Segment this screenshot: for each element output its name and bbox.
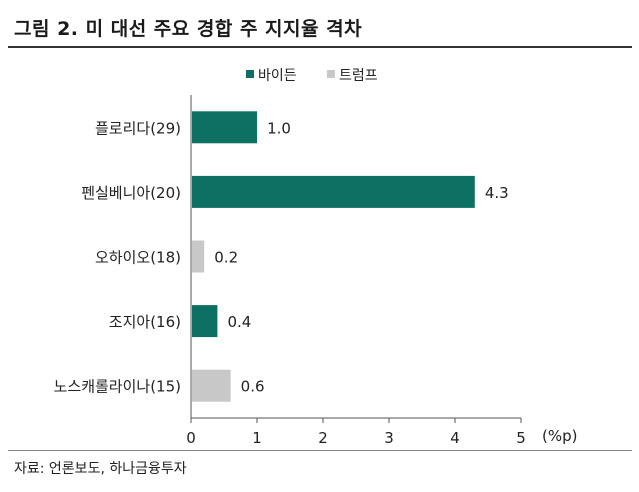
legend-label-biden: 바이든 — [258, 68, 297, 84]
bar — [192, 240, 205, 273]
category-label: 노스캐롤라이나(15) — [54, 378, 181, 396]
data-label: 1.0 — [267, 119, 291, 137]
legend-swatch-trump — [327, 70, 335, 78]
source-note: 자료: 언론보도, 하나금융투자 — [14, 461, 187, 477]
category-label: 플로리다(29) — [95, 119, 181, 137]
x-tick-label: 4 — [450, 429, 460, 447]
data-label: 4.3 — [485, 184, 509, 202]
x-tick-label: 5 — [516, 429, 526, 447]
legend: 바이든 트럼프 — [246, 68, 378, 84]
chart-title: 그림 2. 미 대선 주요 경합 주 지지율 격차 — [14, 18, 363, 40]
bar — [192, 175, 475, 208]
data-label: 0.6 — [241, 378, 265, 396]
legend-swatch-biden — [246, 70, 254, 78]
x-tick-label: 3 — [384, 429, 394, 447]
axes-group — [190, 95, 521, 419]
bar — [192, 111, 257, 144]
x-tick-label: 2 — [318, 429, 328, 447]
bar — [192, 305, 218, 338]
category-label: 조지아(16) — [109, 313, 181, 331]
bar-chart: 바이든 트럼프 플로리다(29) 1.0 펜실베니아(20) 4.3 오하이오(18) 0… — [54, 68, 578, 447]
category-label: 펜실베니아(20) — [81, 184, 181, 202]
bar — [192, 369, 231, 402]
ticks-group: 0 1 2 3 4 5 — [186, 418, 526, 447]
x-tick-label: 1 — [252, 429, 262, 447]
x-tick-label: 0 — [186, 429, 196, 447]
source-divider — [8, 450, 632, 451]
data-label: 0.2 — [214, 249, 238, 267]
x-axis-unit: (%p) — [542, 427, 577, 445]
title-divider — [8, 46, 632, 48]
category-label: 오하이오(18) — [95, 249, 181, 267]
bars-group: 플로리다(29) 1.0 펜실베니아(20) 4.3 오하이오(18) 0.2 조지아(16… — [54, 111, 509, 402]
data-label: 0.4 — [227, 313, 251, 331]
legend-label-trump: 트럼프 — [339, 68, 378, 84]
